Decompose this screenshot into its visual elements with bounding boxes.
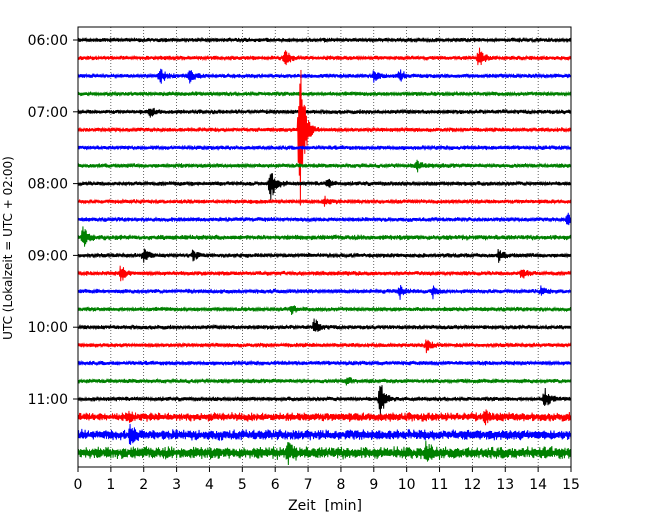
x-tick-label: 2 <box>139 477 148 493</box>
trace-1045 <box>77 377 572 386</box>
trace-0900 <box>77 248 572 263</box>
x-tick-label: 13 <box>496 477 514 493</box>
trace-0645 <box>77 90 572 98</box>
trace-0715 <box>77 69 572 206</box>
x-tick-label: 7 <box>304 477 313 493</box>
trace-0630 <box>77 68 572 84</box>
y-tick-label: 09:00 <box>28 248 68 264</box>
x-tick-label: 9 <box>369 477 378 493</box>
y-axis-label: UTC (Lokalzeit = UTC + 02:00) <box>1 156 15 340</box>
x-tick-label: 0 <box>74 477 83 493</box>
trace-1130 <box>77 423 572 445</box>
x-tick-label: 14 <box>529 477 547 493</box>
y-tick-label: 06:00 <box>28 33 68 49</box>
trace-1000 <box>77 318 572 332</box>
y-tick-label: 08:00 <box>28 177 68 193</box>
y-tick-label: 10:00 <box>28 320 68 336</box>
x-axis-label: Zeit [min] <box>288 498 362 514</box>
trace-1030 <box>77 359 572 367</box>
x-tick-label: 12 <box>463 477 481 493</box>
seismic-traces <box>77 36 572 465</box>
trace-0830 <box>77 212 572 226</box>
x-axis-ticks: 0 1 2 3 4 5 6 7 8 9 10 11 12 13 14 15 <box>74 467 580 493</box>
trace-1015 <box>77 339 572 354</box>
trace-0600 <box>77 36 572 44</box>
plot-background <box>78 27 571 467</box>
trace-1100 <box>77 385 572 416</box>
y-tick-label: 07:00 <box>28 105 68 121</box>
trace-0745 <box>77 159 572 173</box>
trace-0930 <box>77 285 572 300</box>
x-tick-label: 6 <box>271 477 280 493</box>
trace-1145 <box>77 440 572 465</box>
trace-1115 <box>77 409 572 426</box>
trace-0815 <box>77 195 572 207</box>
gridlines <box>110 27 539 467</box>
x-tick-label: 5 <box>238 477 247 493</box>
x-tick-label: 4 <box>205 477 214 493</box>
x-tick-label: 1 <box>106 477 115 493</box>
x-tick-label: 15 <box>562 477 580 493</box>
trace-0845 <box>77 226 572 247</box>
x-tick-label: 10 <box>398 477 416 493</box>
plot-frame <box>77 26 572 468</box>
trace-0730 <box>77 144 572 152</box>
trace-0700 <box>77 107 572 118</box>
x-tick-label: 8 <box>336 477 345 493</box>
trace-0945 <box>77 305 572 315</box>
y-axis-ticks: 06:00 07:00 08:00 09:00 10:00 11:00 <box>28 33 78 408</box>
x-tick-label: 3 <box>172 477 181 493</box>
trace-0800 <box>77 173 572 200</box>
x-tick-label: 11 <box>431 477 449 493</box>
trace-0615 <box>77 47 572 66</box>
trace-0915 <box>77 265 572 282</box>
y-tick-label: 11:00 <box>28 392 68 408</box>
